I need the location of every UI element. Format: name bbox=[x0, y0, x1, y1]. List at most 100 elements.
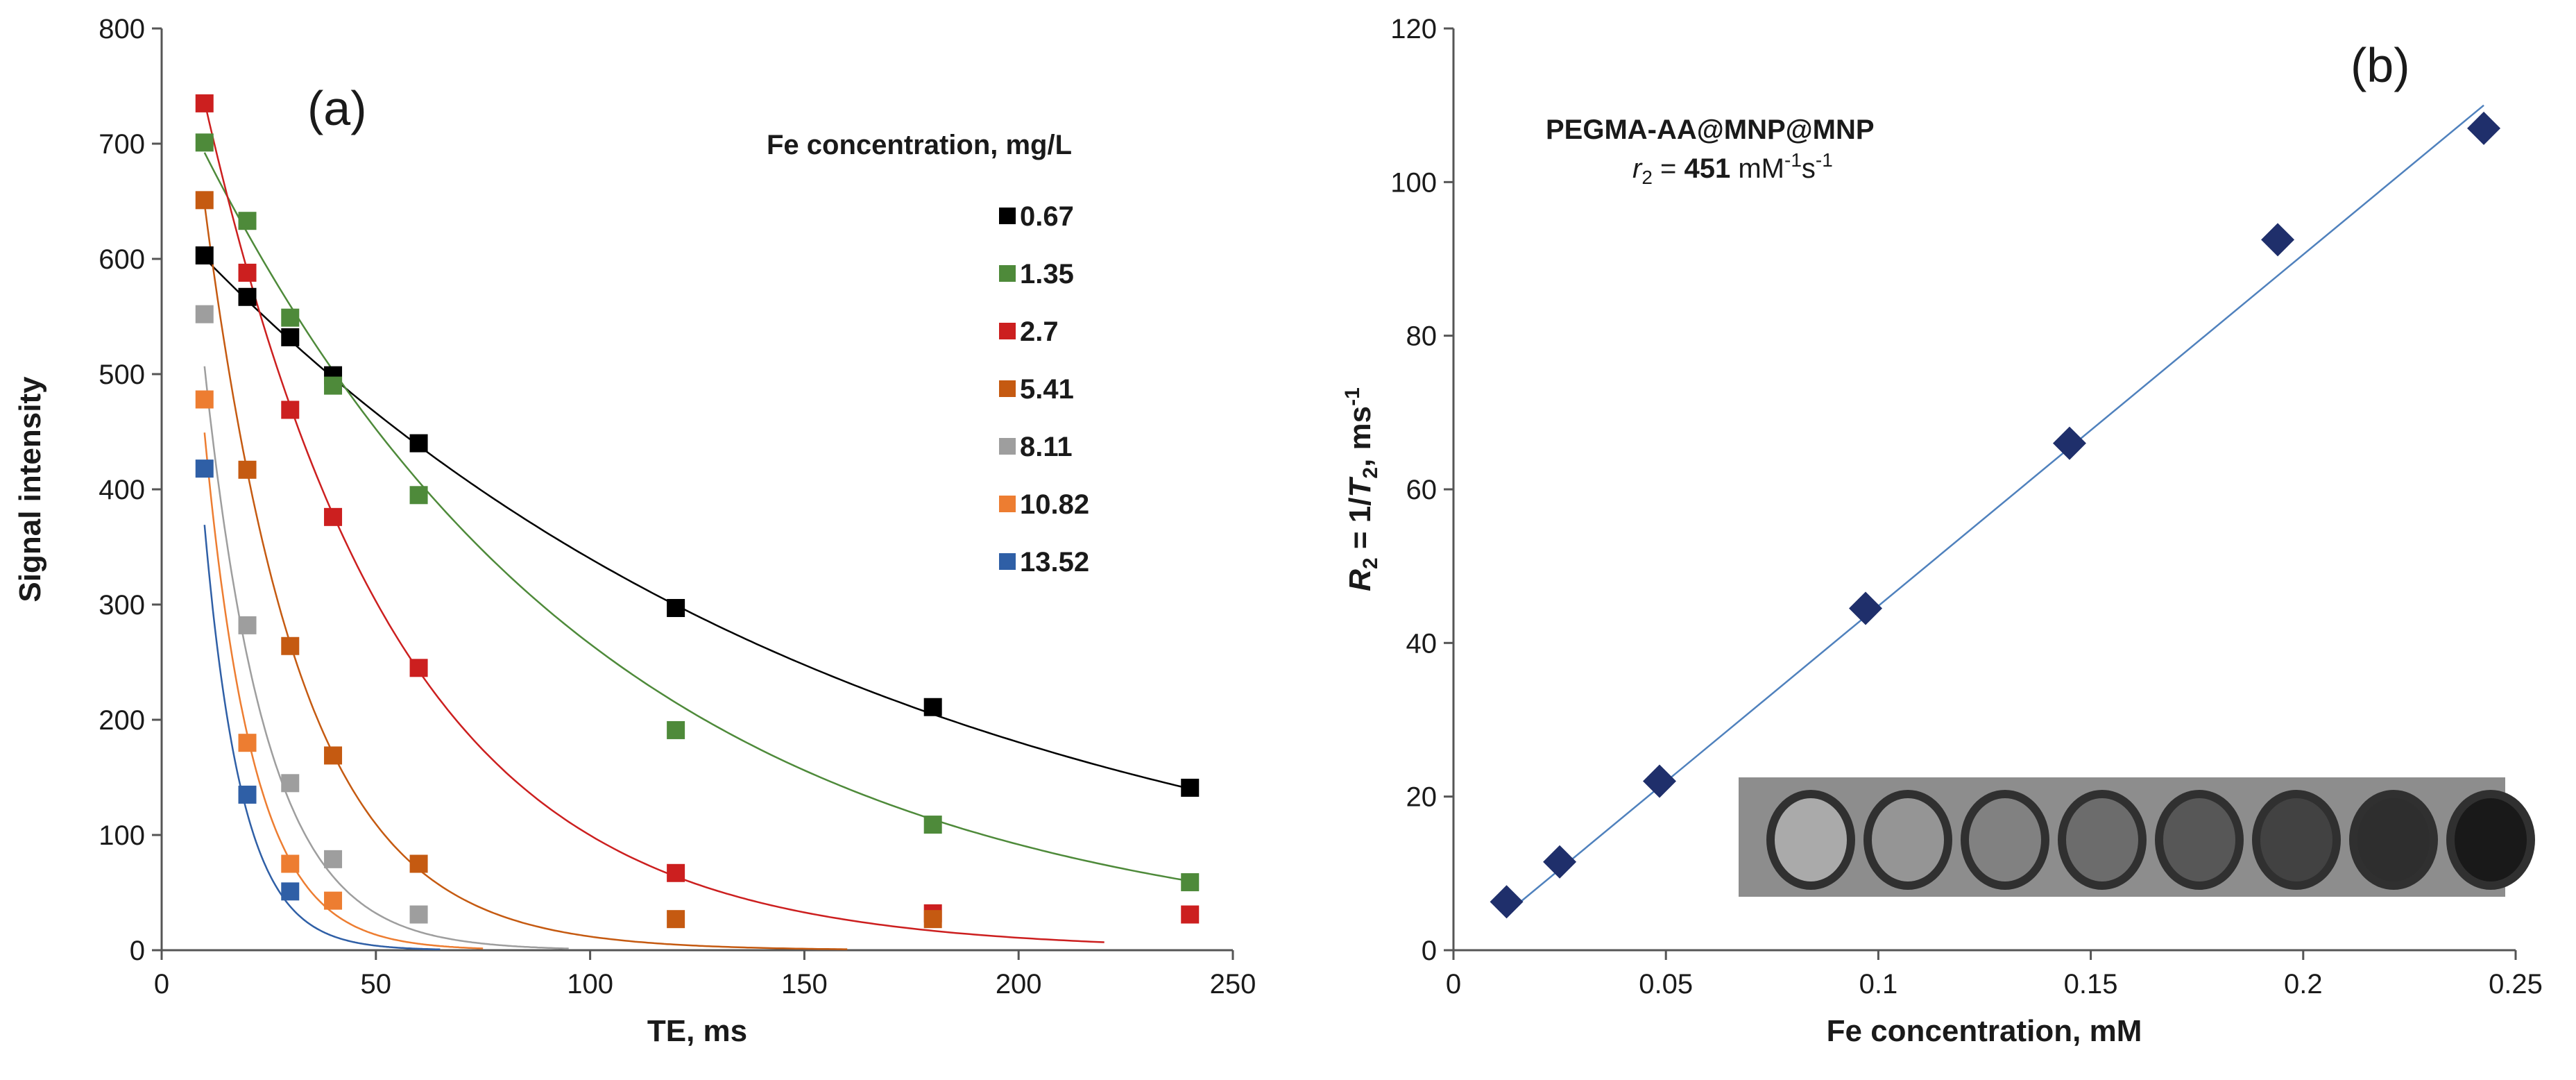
fit-curve-2.7 bbox=[203, 101, 1104, 943]
panel-a-y-tick-label: 600 bbox=[99, 244, 145, 275]
point-2.7 bbox=[324, 507, 343, 526]
point-5.41 bbox=[195, 191, 214, 210]
panel-a-x-tick-label: 250 bbox=[1210, 969, 1256, 999]
panel-a-y-tick-label: 100 bbox=[99, 820, 145, 851]
annotation-title: PEGMA-AA@MNP@MNP bbox=[1546, 115, 1875, 145]
legend-label-2.7: 2.7 bbox=[1020, 317, 1059, 347]
panel-b-y-tick-label: 80 bbox=[1406, 321, 1438, 352]
point-5.41 bbox=[667, 910, 685, 929]
legend-marker-8.11 bbox=[999, 438, 1016, 455]
point-1.35 bbox=[667, 720, 685, 739]
y-title-t: T bbox=[1343, 477, 1377, 498]
point-8.11 bbox=[195, 305, 214, 323]
panel-a-y-tick-label: 700 bbox=[99, 129, 145, 160]
r2-point bbox=[2261, 223, 2295, 257]
point-5.41 bbox=[324, 746, 343, 765]
point-2.7 bbox=[409, 659, 428, 677]
fit-curve-1.35 bbox=[203, 152, 1191, 882]
point-10.82 bbox=[195, 390, 214, 409]
panel-b-y-tick-label: 120 bbox=[1390, 14, 1437, 44]
point-10.82 bbox=[238, 734, 257, 752]
point-2.7 bbox=[238, 263, 257, 282]
point-2.7 bbox=[1181, 905, 1200, 924]
point-0.67 bbox=[281, 328, 300, 346]
panel-b-y-tick-label: 40 bbox=[1406, 628, 1438, 659]
legend-label-8.11: 8.11 bbox=[1020, 432, 1073, 462]
legend-label-1.35: 1.35 bbox=[1020, 259, 1074, 289]
fit-curve-0.67 bbox=[203, 257, 1191, 790]
panel-a-legend-title: Fe concentration, mg/L bbox=[767, 130, 1072, 160]
panel-b-label: (b) bbox=[2351, 38, 2410, 92]
panel-a-x-tick-label: 150 bbox=[781, 969, 828, 999]
panel-a-y-axis-title: Signal intensity bbox=[13, 376, 47, 602]
panel-a-y-tick-label: 800 bbox=[99, 14, 145, 44]
point-5.41 bbox=[409, 854, 428, 873]
panel-a-label: (a) bbox=[307, 81, 367, 135]
panel-b-x-tick-label: 0.2 bbox=[2284, 969, 2323, 999]
r2-point bbox=[1643, 764, 1677, 798]
panel-b-y-tick-label: 20 bbox=[1406, 782, 1438, 813]
r2-point bbox=[1543, 845, 1577, 879]
r2-r: r bbox=[1632, 153, 1643, 184]
r2-unit: mM bbox=[1730, 153, 1784, 184]
panel-a-y-tick-label: 300 bbox=[99, 590, 145, 621]
legend-label-5.41: 5.41 bbox=[1020, 374, 1074, 405]
annotation-r2: r2 = 451 mM-1s-1 bbox=[1632, 149, 1833, 188]
point-0.67 bbox=[1181, 778, 1200, 797]
r2-sup2: -1 bbox=[1816, 149, 1833, 171]
y-title-unit: , ms bbox=[1343, 406, 1377, 467]
phantom-spot bbox=[2252, 790, 2341, 890]
point-8.11 bbox=[409, 905, 428, 924]
panel-b-x-tick-label: 0 bbox=[1446, 969, 1461, 999]
r2-sub: 2 bbox=[1641, 167, 1653, 188]
point-10.82 bbox=[324, 891, 343, 910]
panel-b-y-tick-label: 60 bbox=[1406, 475, 1438, 505]
point-1.35 bbox=[409, 486, 428, 505]
legend-marker-13.52 bbox=[999, 553, 1016, 570]
panel-a-y-tick-label: 400 bbox=[99, 475, 145, 505]
panel-b-x-tick-label: 0.05 bbox=[1639, 969, 1693, 999]
panel-a-x-axis-title: TE, ms bbox=[647, 1014, 747, 1048]
fit-curve-10.82 bbox=[203, 432, 484, 950]
point-13.52 bbox=[238, 785, 257, 804]
point-5.41 bbox=[238, 460, 257, 479]
fit-curve-8.11 bbox=[203, 366, 569, 950]
point-13.52 bbox=[195, 459, 214, 478]
phantom-spot bbox=[1961, 790, 2049, 890]
panel-b-y-tick-label: 0 bbox=[1422, 936, 1437, 966]
legend-marker-0.67 bbox=[999, 208, 1016, 224]
point-13.52 bbox=[281, 882, 300, 901]
point-8.11 bbox=[281, 774, 300, 793]
point-1.35 bbox=[195, 133, 214, 152]
y-title-r: R bbox=[1343, 569, 1377, 591]
legend-marker-10.82 bbox=[999, 496, 1016, 512]
point-2.7 bbox=[281, 400, 300, 419]
phantom-spot bbox=[2155, 790, 2244, 890]
panel-a-x-tick-label: 0 bbox=[154, 969, 169, 999]
panel-a-x-tick-label: 200 bbox=[996, 969, 1042, 999]
r2-point bbox=[2052, 426, 2086, 460]
point-1.35 bbox=[1181, 873, 1200, 892]
point-0.67 bbox=[238, 287, 257, 306]
panel-b-x-tick-label: 0.1 bbox=[1859, 969, 1898, 999]
panel-a-chart: 0 100 200 300 400 500 600 700 800 0 50 100 150 200 25… bbox=[13, 14, 1256, 1048]
y-title-r-sub: 2 bbox=[1359, 557, 1382, 569]
point-0.67 bbox=[667, 598, 685, 617]
panel-a-x-tick-label: 50 bbox=[361, 969, 392, 999]
panel-b-x-tick-label: 0.15 bbox=[2064, 969, 2118, 999]
point-0.67 bbox=[409, 434, 428, 453]
r2-point bbox=[2467, 111, 2501, 145]
fit-curve-5.41 bbox=[203, 203, 848, 950]
panel-a-y-tick-label: 0 bbox=[130, 936, 145, 966]
r2-eq: = bbox=[1653, 153, 1684, 184]
panel-b-chart: 0 20 40 60 80 100 120 0 0.05 0.1 0.15 0.2 0.25 Fe c… bbox=[1341, 14, 2543, 1048]
panel-a-y-tick-label: 500 bbox=[99, 360, 145, 390]
point-8.11 bbox=[238, 616, 257, 634]
legend-label-10.82: 10.82 bbox=[1020, 489, 1089, 520]
panel-b-x-axis-title: Fe concentration, mM bbox=[1827, 1014, 2142, 1048]
point-2.7 bbox=[667, 863, 685, 882]
y-title-eq: = 1/ bbox=[1343, 498, 1377, 558]
panel-a-x-tick-label: 100 bbox=[567, 969, 613, 999]
phantom-spot bbox=[2446, 790, 2535, 890]
